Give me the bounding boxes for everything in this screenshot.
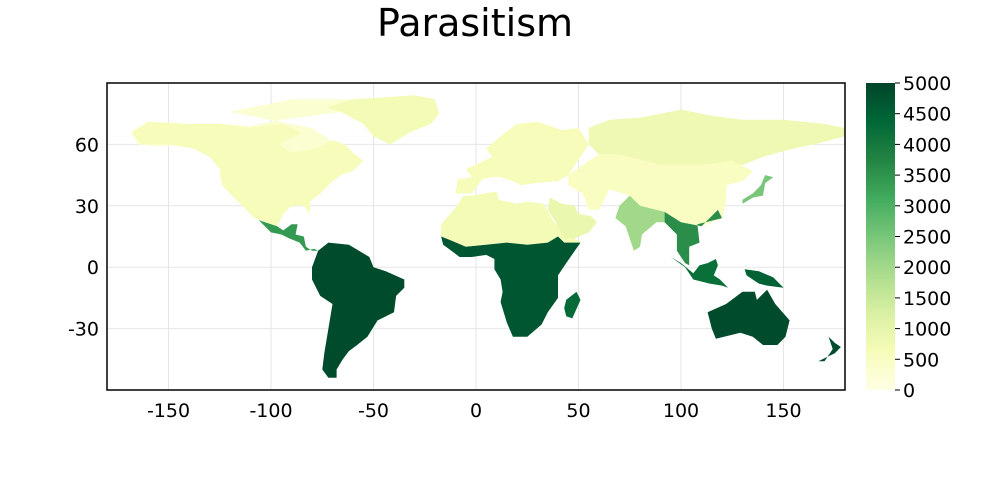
colorbar-tick-label: 0 <box>903 380 915 402</box>
colorbar: 0 500 1000 1500 2000 2500 3000 3500 4000 4500 5000 <box>866 73 951 402</box>
region-indonesia <box>670 257 729 288</box>
x-tick-label: 50 <box>566 400 590 422</box>
x-tick-label: 0 <box>470 400 482 422</box>
colorbar-tick-label: 1000 <box>903 319 951 341</box>
y-axis: -30 0 30 60 <box>68 134 99 340</box>
region-australia <box>707 289 790 345</box>
colorbar-tick-label: 2000 <box>903 257 951 279</box>
plot-frame <box>106 82 846 391</box>
y-tick-label: 60 <box>75 134 99 156</box>
x-tick-label: 150 <box>765 400 801 422</box>
x-tick-label: -50 <box>358 400 389 422</box>
colorbar-tick-label: 500 <box>903 349 939 371</box>
region-arabia <box>547 197 597 239</box>
region-north-africa <box>441 191 581 247</box>
region-madagascar <box>564 291 581 319</box>
y-tick-label: 0 <box>87 257 99 279</box>
region-japan <box>742 175 774 204</box>
colorbar-gradient <box>866 83 895 390</box>
x-tick-label: 100 <box>663 400 699 422</box>
region-india <box>615 195 665 251</box>
x-tick-label: -150 <box>147 400 190 422</box>
colorbar-tick-label: 4000 <box>903 134 951 156</box>
region-southeast-asia <box>664 209 722 266</box>
colorbar-tick-label: 2500 <box>903 227 951 249</box>
x-tick-label: -100 <box>249 400 292 422</box>
y-tick-label: 30 <box>75 196 99 218</box>
y-tick-label: -30 <box>68 319 99 341</box>
chart-title: Parasitism <box>377 1 573 45</box>
region-greenland <box>326 95 440 145</box>
region-sub-saharan-africa <box>441 236 581 337</box>
map-regions <box>131 95 845 378</box>
region-new-zealand <box>818 336 841 362</box>
region-central-asia <box>568 154 753 227</box>
colorbar-tick-label: 3500 <box>903 165 951 187</box>
region-new-guinea <box>744 269 784 288</box>
region-europe <box>455 121 589 194</box>
region-south-america <box>312 242 405 378</box>
colorbar-tick-label: 1500 <box>903 288 951 310</box>
colorbar-tick-label: 3000 <box>903 196 951 218</box>
region-central-america <box>258 220 319 251</box>
colorbar-tick-label: 4500 <box>903 104 951 126</box>
region-siberia <box>588 109 845 165</box>
region-north-america <box>131 121 364 227</box>
colorbar-tick-label: 5000 <box>903 73 951 95</box>
x-axis: -150 -100 -50 0 50 100 150 <box>147 400 802 422</box>
